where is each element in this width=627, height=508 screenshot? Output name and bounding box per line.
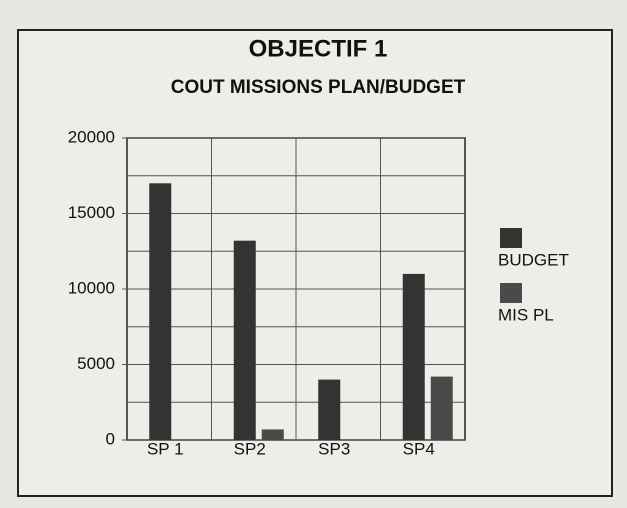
chart-frame	[17, 29, 613, 497]
x-tick-label: SP2	[234, 439, 266, 458]
bar	[318, 379, 341, 440]
y-tick-label: 0	[106, 429, 115, 448]
chart-subtitle: COUT MISSIONS PLAN/BUDGET	[171, 77, 466, 98]
x-tick-label: SP 1	[147, 439, 184, 458]
y-tick-label: 15000	[68, 203, 115, 222]
x-tick-label: SP3	[318, 439, 350, 458]
legend-label: MIS PL	[498, 305, 554, 324]
y-tick-label: 5000	[77, 354, 115, 373]
bar	[233, 240, 256, 440]
bar	[149, 183, 172, 441]
legend-swatch	[500, 228, 522, 248]
bar	[430, 376, 453, 440]
legend-label: BUDGET	[498, 250, 569, 269]
y-tick-label: 20000	[68, 127, 115, 146]
legend-swatch	[500, 283, 522, 303]
x-tick-label: SP4	[403, 439, 435, 458]
chart-title: OBJECTIF 1	[249, 35, 388, 62]
y-tick-label: 10000	[68, 278, 115, 297]
bar	[261, 429, 284, 440]
bar	[402, 273, 425, 440]
